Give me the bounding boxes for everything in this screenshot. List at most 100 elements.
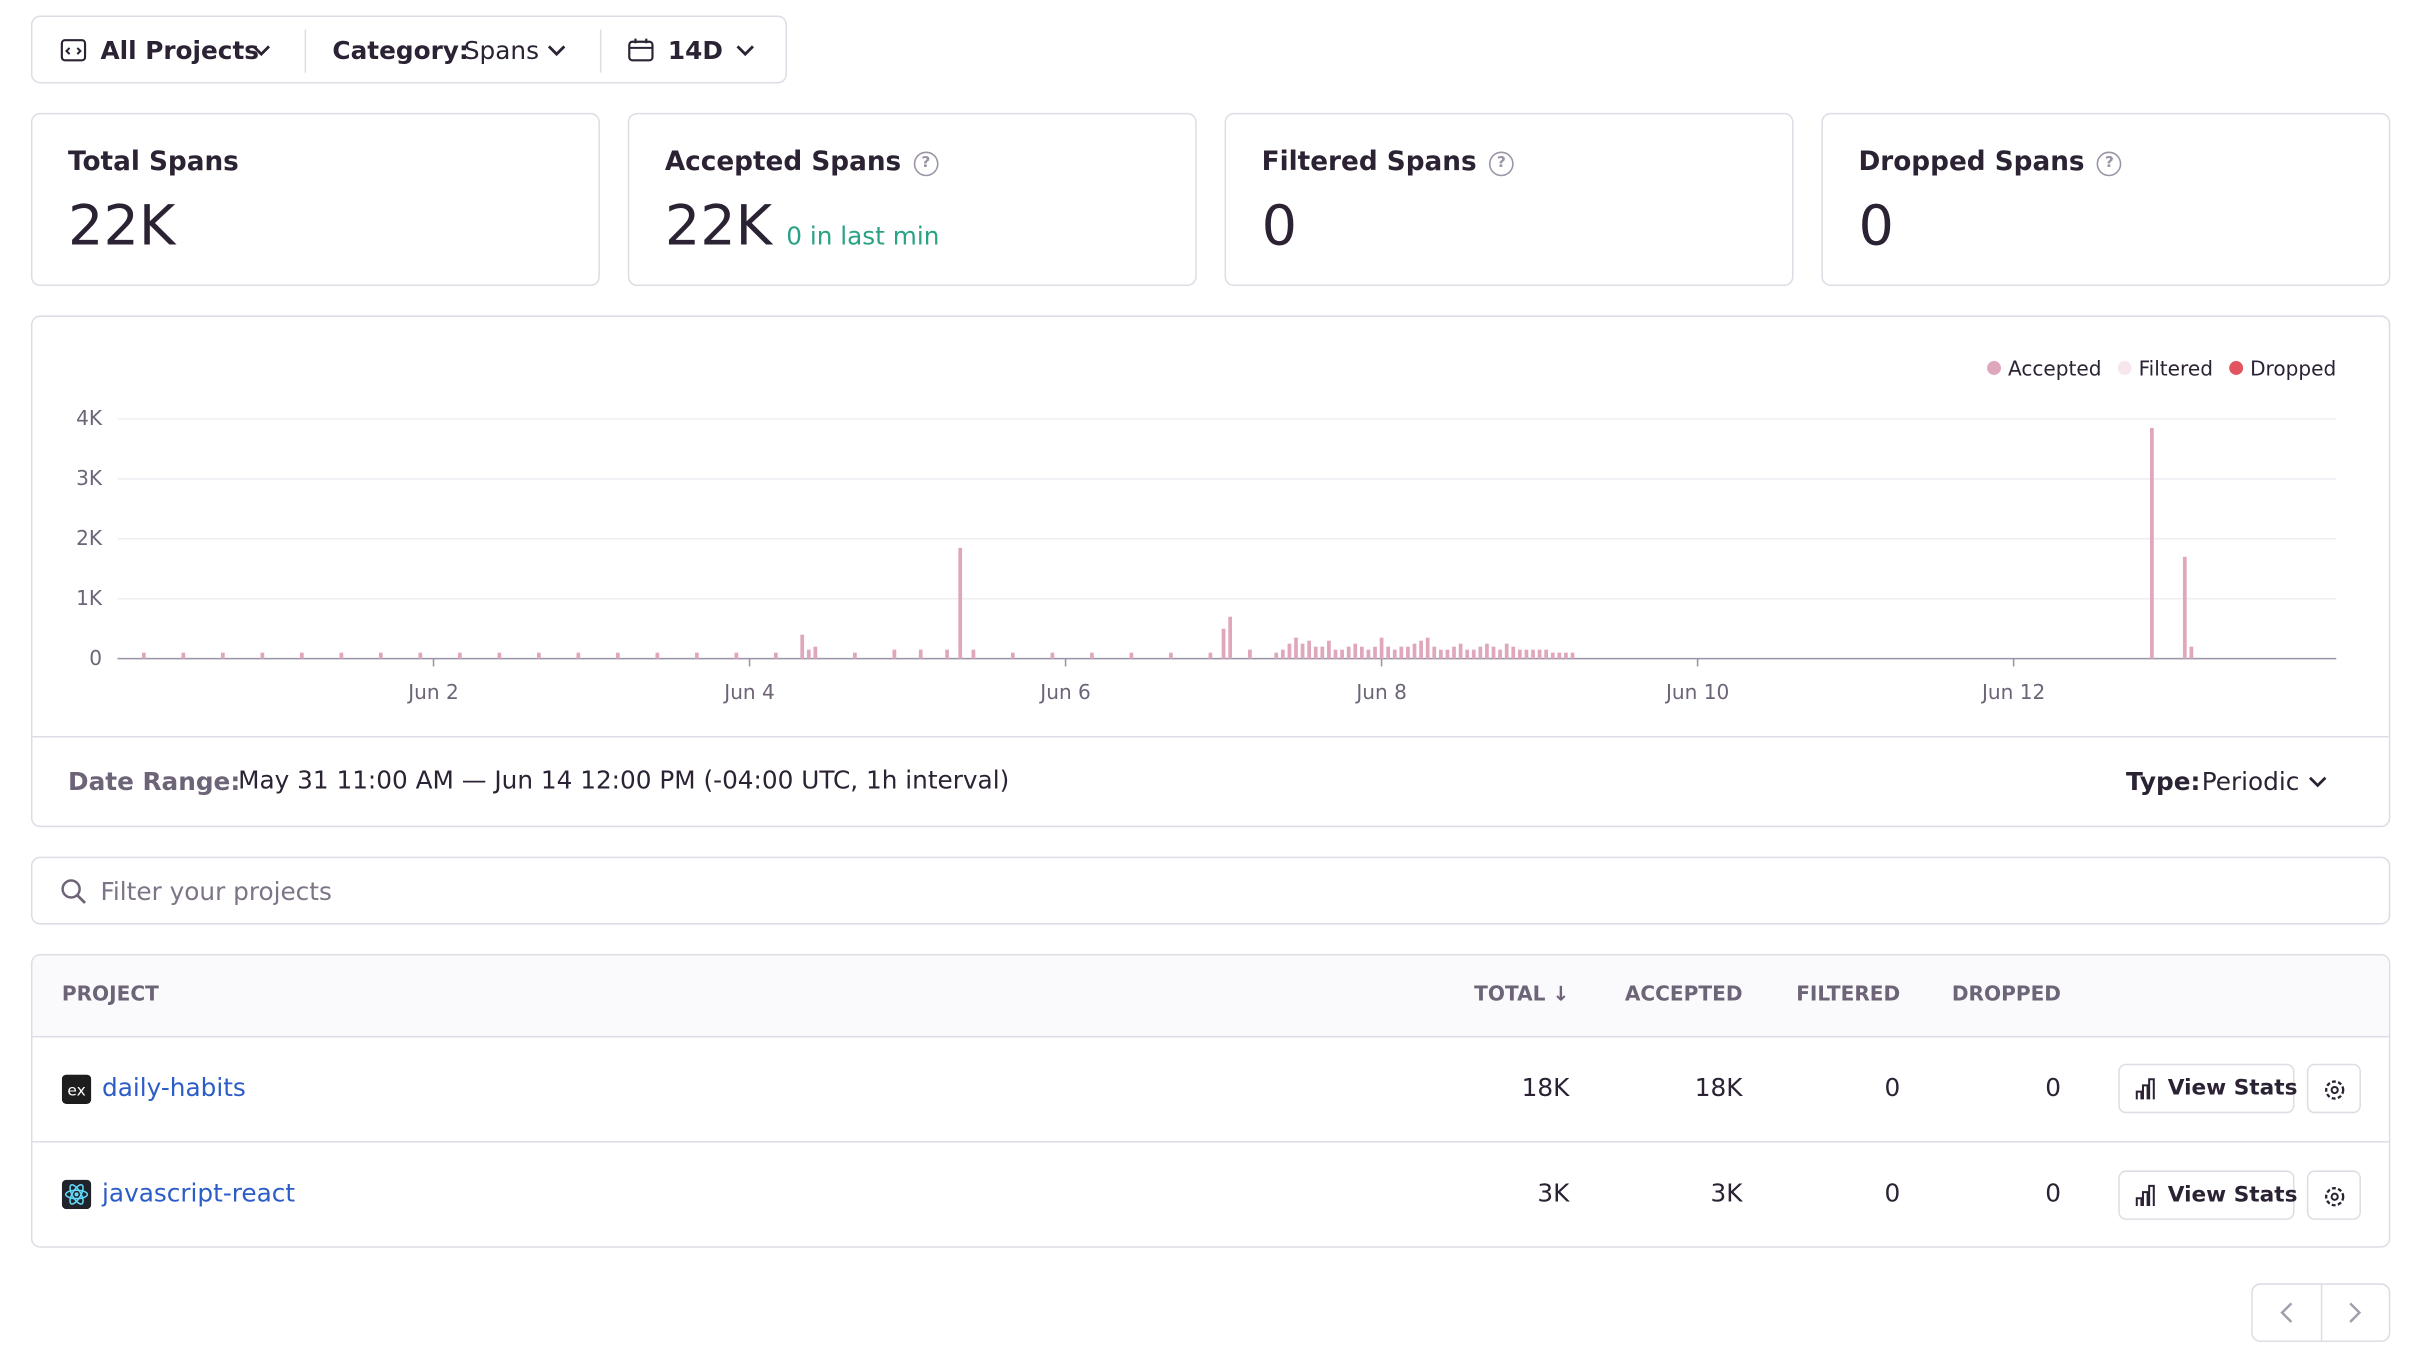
bar <box>1419 640 1423 659</box>
bar <box>260 652 265 659</box>
cell: 0 <box>2045 1178 2062 1208</box>
next-page[interactable] <box>2346 1302 2365 1324</box>
bar <box>1208 652 1213 659</box>
bar <box>813 646 818 659</box>
card-title-text: Dropped Spans <box>1858 146 2085 178</box>
bar <box>1557 652 1562 659</box>
bar <box>853 652 857 659</box>
bar <box>918 649 923 659</box>
card-value-row: 22K 0 in last min <box>665 195 940 258</box>
x-tick-label: Jun 6 <box>1038 680 1091 704</box>
bar <box>1452 646 1456 659</box>
view-stats-button[interactable]: View Stats <box>2118 1170 2298 1220</box>
bar <box>1313 646 1318 659</box>
category-filter[interactable]: Spans <box>463 35 539 65</box>
bar <box>616 652 620 659</box>
bar <box>734 652 739 659</box>
bar <box>299 652 304 659</box>
bar <box>181 652 186 659</box>
settings-button[interactable] <box>2306 1063 2361 1114</box>
bar <box>220 652 225 659</box>
category-label: Category: <box>332 35 469 65</box>
bar <box>2150 427 2154 659</box>
bar <box>800 634 805 659</box>
x-tick-label: Jun 8 <box>1354 680 1407 704</box>
gear-icon <box>2325 1187 2345 1207</box>
bar <box>1445 649 1450 659</box>
y-tick-label: 4K <box>76 406 103 430</box>
card: Dropped Spans? 0 <box>1821 112 2391 287</box>
type-select[interactable]: Periodic <box>2201 766 2300 797</box>
card-value: 22K <box>68 194 176 259</box>
bar <box>1438 649 1443 659</box>
filter-bar: All Projects Category: Spans 14D <box>30 15 787 84</box>
platform-icon <box>61 1179 92 1210</box>
bar <box>1412 643 1417 659</box>
pagination <box>2251 1283 2391 1343</box>
bar <box>1340 649 1344 659</box>
bar <box>2189 646 2194 659</box>
bar <box>1307 640 1312 659</box>
bar <box>379 652 383 659</box>
search-placeholder: Filter your projects <box>100 876 332 907</box>
bar <box>1544 649 1549 659</box>
bar <box>537 652 541 659</box>
bar <box>1320 646 1325 659</box>
divider <box>32 735 2389 738</box>
bar <box>1406 646 1410 659</box>
x-tick-label: Jun 4 <box>722 680 775 704</box>
bar <box>1366 649 1371 659</box>
help-icon[interactable]: ? <box>2096 151 2122 177</box>
card-value: 22K <box>664 194 773 259</box>
bar <box>1465 649 1470 659</box>
gear-icon <box>2325 1080 2345 1100</box>
search-box[interactable]: Filter your projects <box>30 856 2391 925</box>
help-icon[interactable]: ? <box>913 151 939 177</box>
bar <box>1287 643 1292 659</box>
column-header: ACCEPTED <box>1624 983 1743 1007</box>
bar <box>1169 652 1173 659</box>
legend-swatch <box>2117 361 2132 375</box>
bar <box>1485 643 1489 659</box>
bar <box>1090 652 1094 659</box>
prev-page[interactable] <box>2277 1302 2296 1324</box>
type-label: Type: <box>2125 766 2201 797</box>
bar <box>1471 649 1476 659</box>
bar <box>695 652 699 659</box>
bar <box>1399 646 1404 659</box>
bar <box>1327 640 1331 659</box>
project-link[interactable]: daily-habits <box>102 1073 246 1103</box>
card-title-text: Accepted Spans <box>664 146 902 178</box>
cell: 3K <box>1710 1178 1743 1208</box>
bar <box>1478 646 1483 659</box>
bar <box>958 547 963 659</box>
bar <box>1432 646 1437 659</box>
period-filter[interactable]: 14D <box>667 35 723 65</box>
bar <box>1294 637 1298 659</box>
help-icon[interactable]: ? <box>1488 151 1514 177</box>
card-title: Accepted Spans? <box>664 146 939 178</box>
card-value: 0 <box>1858 194 1894 259</box>
bar <box>1011 652 1015 659</box>
cell: 18K <box>1521 1073 1570 1103</box>
project-link[interactable]: javascript-react <box>102 1178 296 1208</box>
bar <box>1458 643 1463 659</box>
column-header[interactable]: TOTAL ↓ <box>1474 983 1570 1007</box>
view-stats-button[interactable]: View Stats <box>2118 1063 2298 1114</box>
y-tick-label: 0 <box>89 646 102 670</box>
bar <box>1379 637 1384 659</box>
settings-button[interactable] <box>2306 1170 2361 1220</box>
platform-icon: ex <box>61 1074 92 1104</box>
chart-panel: 0 1K 2K 3K 4K Jun 2 Jun 4 Jun 6 Jun 8 Jun 10 Jun 1… <box>30 315 2391 828</box>
bar <box>1353 643 1358 659</box>
bar <box>1425 637 1430 659</box>
divider <box>599 29 602 73</box>
bar <box>892 649 897 659</box>
bar <box>1274 652 1279 659</box>
project-filter[interactable]: All Projects <box>100 35 260 65</box>
card-title: Total Spans <box>68 146 239 178</box>
x-tick-label: Jun 10 <box>1664 680 1729 704</box>
bar <box>1491 646 1496 659</box>
project-table: PROJECT TOTAL ↓ ACCEPTED FILTERED DROPPE… <box>30 953 2391 1248</box>
bar <box>1517 649 1522 659</box>
